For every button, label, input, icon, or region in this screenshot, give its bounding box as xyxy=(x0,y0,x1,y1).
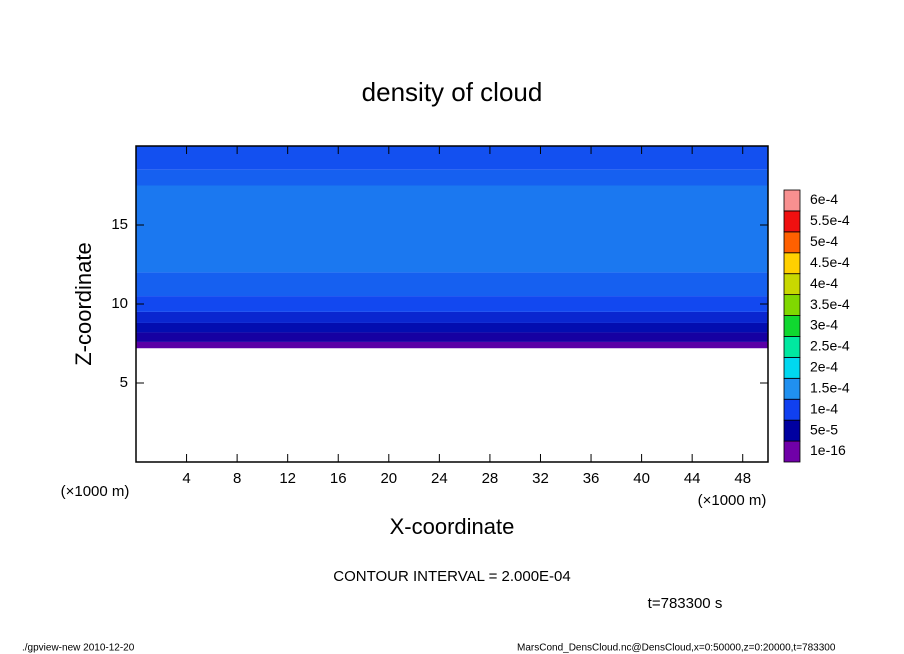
colorbar-label: 5e-5 xyxy=(810,421,838,437)
colorbar-swatch xyxy=(783,356,801,379)
contour-band xyxy=(136,185,768,273)
x-tick-label: 28 xyxy=(482,470,499,487)
x-unit-label: (×1000 m) xyxy=(698,492,767,509)
y-axis-label: Z-coordinate xyxy=(71,242,96,366)
colorbar-label: 2.5e-4 xyxy=(810,338,850,354)
colorbar-swatch xyxy=(783,336,801,358)
y-unit-label: (×1000 m) xyxy=(61,483,130,500)
contour-band xyxy=(136,272,768,297)
x-tick-label: 32 xyxy=(532,470,549,487)
colorbar-label: 5e-4 xyxy=(810,233,838,249)
colorbar-swatch xyxy=(783,210,801,233)
colorbar-swatch xyxy=(783,315,801,337)
x-tick-label: 40 xyxy=(633,470,650,487)
colorbar-label: 4.5e-4 xyxy=(810,254,850,270)
contour-band xyxy=(136,146,768,170)
time-label: t=783300 s xyxy=(648,595,723,612)
colorbar-label: 3.5e-4 xyxy=(810,296,850,312)
contour-band xyxy=(136,322,768,333)
x-tick-label: 16 xyxy=(330,470,347,487)
colorbar-label: 5.5e-4 xyxy=(810,212,850,228)
x-tick-label: 8 xyxy=(233,470,241,487)
colorbar-label: 1e-4 xyxy=(810,400,838,416)
colorbar-swatch xyxy=(783,419,801,442)
x-axis-label: X-coordinate xyxy=(390,514,515,539)
y-tick-label: 5 xyxy=(120,374,128,391)
y-tick-label: 15 xyxy=(111,216,128,233)
colorbar-swatch xyxy=(783,189,801,212)
footer-left: ./gpview-new 2010-12-20 xyxy=(22,643,135,654)
colorbar-swatch xyxy=(783,231,801,254)
colorbar-swatch xyxy=(783,440,801,463)
y-tick-label: 10 xyxy=(111,295,128,312)
colorbar-swatch xyxy=(783,377,801,400)
colorbar-swatch xyxy=(783,398,801,421)
colorbar-swatch xyxy=(783,273,801,296)
colorbar-label: 2e-4 xyxy=(810,359,838,375)
colorbar-label: 3e-4 xyxy=(810,317,838,333)
contour-band xyxy=(136,296,768,312)
x-tick-label: 36 xyxy=(583,470,600,487)
colorbar-label: 6e-4 xyxy=(810,191,838,207)
contour-band xyxy=(136,311,768,323)
footer-right: MarsCond_DensCloud.nc@DensCloud,x=0:5000… xyxy=(517,643,836,654)
x-tick-label: 24 xyxy=(431,470,448,487)
x-tick-label: 44 xyxy=(684,470,701,487)
contour-band xyxy=(136,169,768,186)
contour-interval: CONTOUR INTERVAL = 2.000E-04 xyxy=(333,568,570,585)
x-tick-label: 4 xyxy=(182,470,190,487)
x-tick-label: 12 xyxy=(279,470,296,487)
x-tick-label: 48 xyxy=(734,470,751,487)
colorbar-swatch xyxy=(783,294,801,316)
colorbar-swatch xyxy=(783,252,801,275)
chart-title: density of cloud xyxy=(362,77,543,107)
x-tick-label: 20 xyxy=(380,470,397,487)
contour-band xyxy=(136,332,768,342)
contour-band xyxy=(136,341,768,349)
colorbar-label: 1.5e-4 xyxy=(810,379,850,395)
colorbar-label: 1e-16 xyxy=(810,442,846,458)
colorbar-label: 4e-4 xyxy=(810,275,838,291)
